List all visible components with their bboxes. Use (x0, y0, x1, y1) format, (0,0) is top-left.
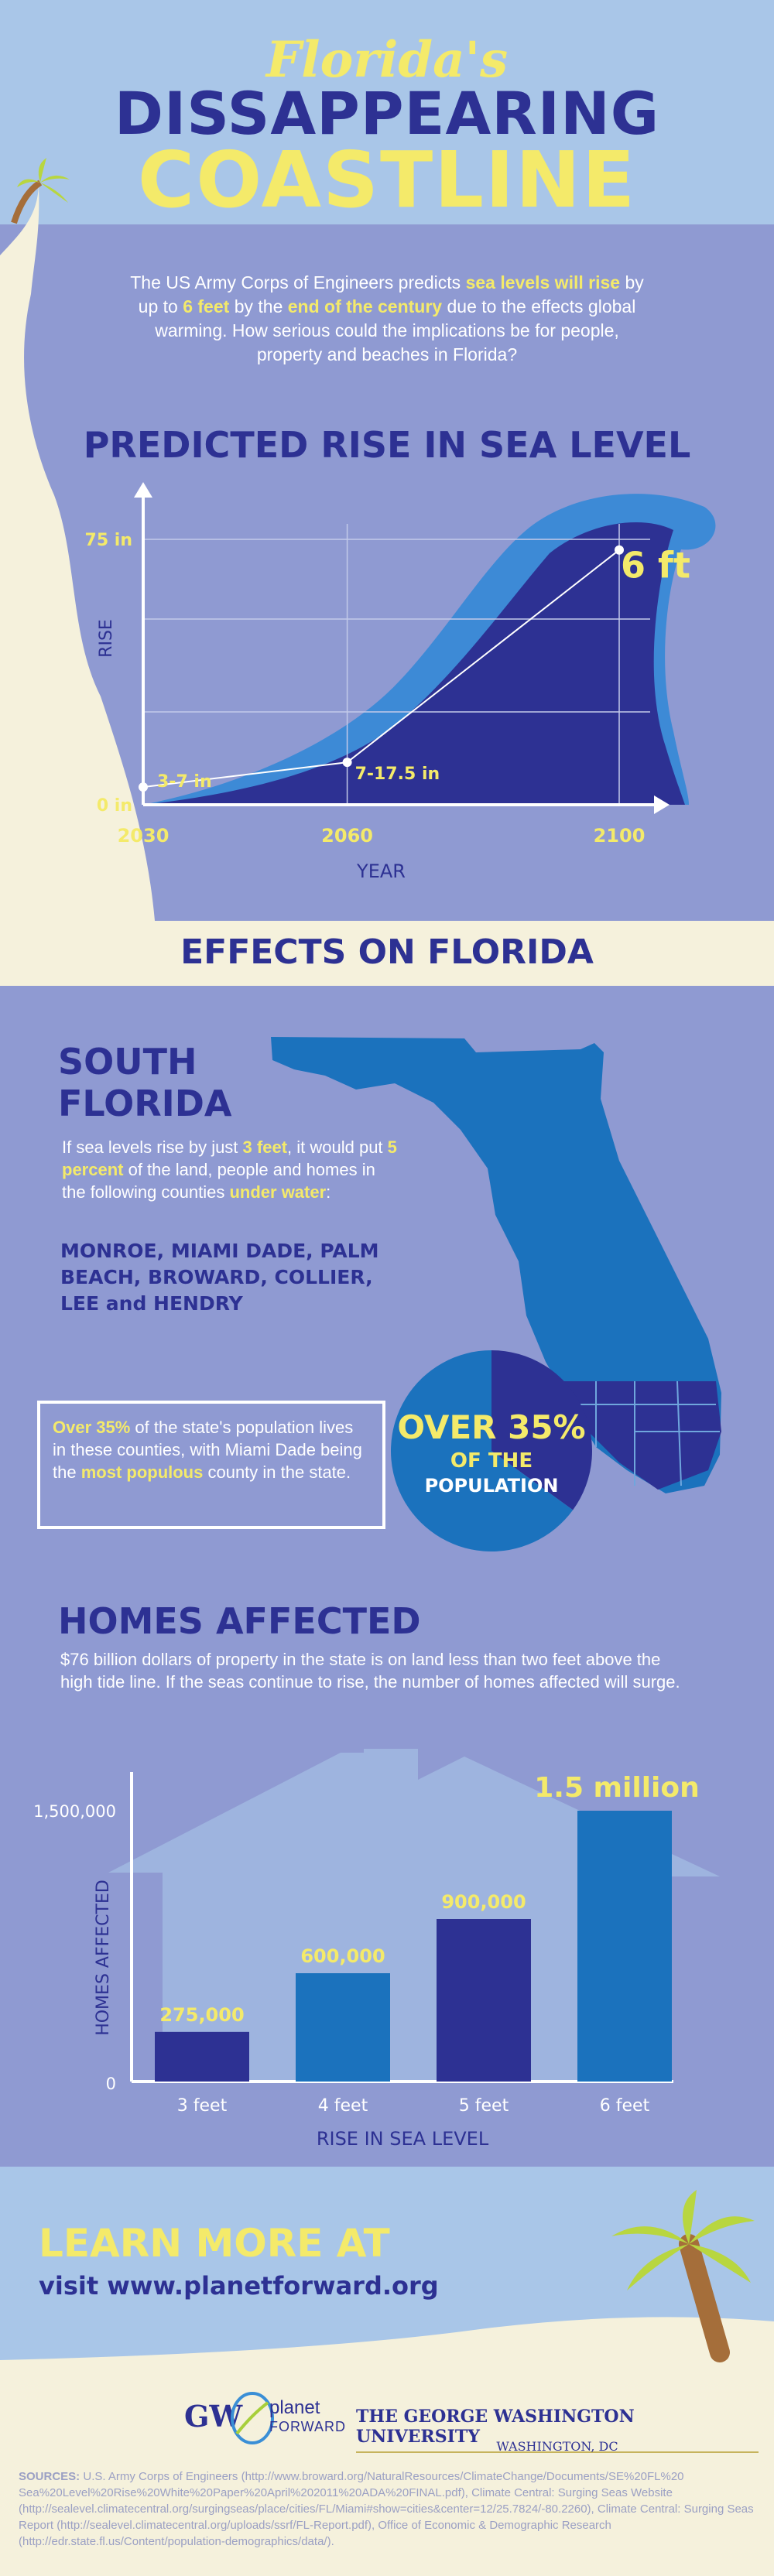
gw-logo: GW planet FORWARD (184, 2391, 345, 2445)
x-tick-2060: 2060 (321, 825, 373, 847)
homes-y-label: HOMES AFFECTED (94, 1880, 113, 2036)
bar-category-3: 6 feet (600, 2096, 650, 2116)
university-name: THE GEORGE WASHINGTON UNIVERSITY (356, 2407, 759, 2453)
population-box (37, 1401, 385, 1529)
palm-tree-icon (611, 2190, 755, 2362)
y-tick-0: 0 in (97, 796, 132, 816)
pie-slice-1 (390, 1350, 574, 1551)
palm-tree-icon (17, 158, 70, 203)
homes-desc: $76 billion dollars of property in the s… (60, 1650, 680, 1692)
sf-desc-part-5: under water (229, 1182, 327, 1202)
intro-text: The US Army Corps of Engineers predicts … (124, 271, 650, 367)
wave-dark (143, 522, 685, 805)
sf-desc-part-3: 5 percent (62, 1137, 397, 1179)
point-label-2030: 3-7 in (157, 772, 212, 792)
title-coastline: COASTLINE (137, 135, 637, 225)
pie-slice-0 (491, 1350, 592, 1510)
sf-desc-part-6: : (326, 1182, 331, 1202)
rise-point-2060 (342, 758, 352, 768)
bar-4-feet (296, 1973, 390, 2082)
bar-value-1: 600,000 (300, 1945, 385, 1967)
pop-part-0: Over 35% (53, 1418, 131, 1437)
sea-level-chart: 3-7 in 7-17.5 in 6 ft 75 in 0 in 2030 2060 2100… (85, 482, 716, 878)
sf-desc-part-1: 3 feet (242, 1137, 288, 1157)
title-main: DISSAPPEARING (114, 79, 660, 148)
pop-part-2: most populous (80, 1462, 204, 1482)
sf-desc-part-4: of the land, people and homes in the fol… (62, 1160, 375, 1202)
learn-beach (0, 2317, 774, 2383)
bar-category-1: 4 feet (318, 2096, 368, 2116)
bar-value-2: 900,000 (441, 1891, 526, 1913)
globe-icon (231, 2392, 274, 2444)
point-label-2100: 6 ft (621, 545, 690, 587)
pie-label-big: OVER 35% (397, 1408, 586, 1446)
homes-y-tick-0: 0 (106, 2075, 116, 2093)
house-silhouette (108, 1749, 720, 2082)
intro-part-5: end of the century (287, 296, 443, 316)
bar-5-feet (437, 1919, 531, 2082)
pop-part-1: of the state's population lives in these… (53, 1418, 362, 1482)
bar-value-3: 1.5 million (534, 1772, 700, 1804)
footer (0, 2368, 774, 2576)
intro-part-2: by up to (138, 272, 644, 316)
sea-level-title: PREDICTED RISE IN SEA LEVEL (83, 424, 691, 466)
population-pie (390, 1350, 592, 1551)
homes-x-label: RISE IN SEA LEVEL (317, 2128, 489, 2150)
pop-part-3: county in the state. (203, 1462, 351, 1482)
learn-title: LEARN MORE AT (39, 2221, 390, 2266)
bar-category-2: 5 feet (459, 2096, 509, 2116)
sources-text: SOURCES: U.S. Army Corps of Engineers (h… (19, 2468, 758, 2550)
effects-banner: EFFECTS ON FLORIDA (0, 921, 774, 986)
homes-y-tick-max: 1,500,000 (33, 1802, 116, 1821)
bar-value-0: 275,000 (159, 2004, 244, 2026)
x-tick-2100: 2100 (594, 825, 646, 847)
population-text: Over 35% of the state's population lives… (53, 1416, 370, 1483)
bar-3-feet (155, 2031, 249, 2082)
x-axis-label: YEAR (356, 860, 406, 878)
pie-label-small1: OF THE (450, 1449, 533, 1473)
intro-part-4: by the (229, 296, 288, 316)
intro-part-0: The US Army Corps of Engineers predicts (130, 272, 466, 292)
y-axis-label: RISE (97, 619, 116, 658)
rise-point-2030 (139, 782, 148, 792)
intro-part-6: due to the effects global warming. How s… (155, 296, 636, 364)
y-tick-75: 75 in (85, 531, 132, 550)
south-florida-title: SOUTH FLORIDA (58, 1041, 232, 1124)
university-city: WASHINGTON, DC (496, 2439, 618, 2454)
x-tick-2030: 2030 (118, 825, 170, 847)
sf-desc-part-0: If sea levels rise by just (62, 1137, 243, 1157)
effects-title: EFFECTS ON FLORIDA (180, 932, 594, 972)
homes-chart: 1,500,000 0 HOMES AFFECTED 3 feet 275,000 4 f… (33, 1749, 720, 2150)
x-axis-arrow (654, 795, 670, 814)
intro-part-3: 6 feet (183, 296, 230, 316)
rise-point-2100 (615, 545, 624, 555)
south-florida-desc: If sea levels rise by just 3 feet, it wo… (62, 1136, 402, 1203)
point-label-2060: 7-17.5 in (355, 765, 440, 784)
sf-desc-part-2: , it would put (287, 1137, 388, 1157)
intro-part-1: sea levels will rise (465, 272, 621, 292)
gw-logo-forward: FORWARD (269, 2419, 346, 2434)
sources-body: U.S. Army Corps of Engineers (http://www… (19, 2470, 754, 2548)
pie-label-small2: POPULATION (424, 1475, 559, 1497)
title-script: Florida's (265, 31, 509, 89)
sources-label: SOURCES: (19, 2470, 80, 2483)
learn-url[interactable]: visit www.planetforward.org (39, 2271, 439, 2301)
bar-6-feet (577, 1811, 672, 2082)
beach-shape (0, 158, 155, 921)
y-axis-arrow (134, 482, 152, 498)
county-list: MONROE, MIAMI DADE, PALM BEACH, BROWARD,… (60, 1240, 379, 1315)
gw-logo-planet: planet (269, 2397, 320, 2418)
homes-title: HOMES AFFECTED (58, 1600, 421, 1642)
bar-category-0: 3 feet (177, 2096, 228, 2116)
